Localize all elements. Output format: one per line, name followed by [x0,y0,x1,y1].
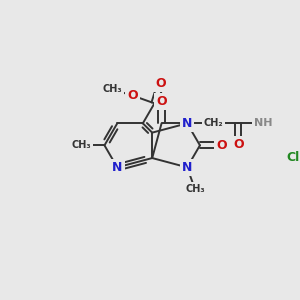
Text: O: O [156,95,167,108]
Text: CH₃: CH₃ [185,184,205,194]
Text: CH₂: CH₂ [204,118,223,128]
Text: O: O [233,138,244,152]
Text: N: N [112,161,122,174]
Text: N: N [182,161,192,174]
Text: CH₃: CH₃ [71,140,91,150]
Text: O: O [155,77,166,90]
Text: O: O [128,89,138,102]
Text: CH₃: CH₃ [103,85,122,94]
Text: N: N [182,117,192,130]
Text: O: O [216,139,227,152]
Text: NH: NH [254,118,272,128]
Text: Cl: Cl [286,151,299,164]
